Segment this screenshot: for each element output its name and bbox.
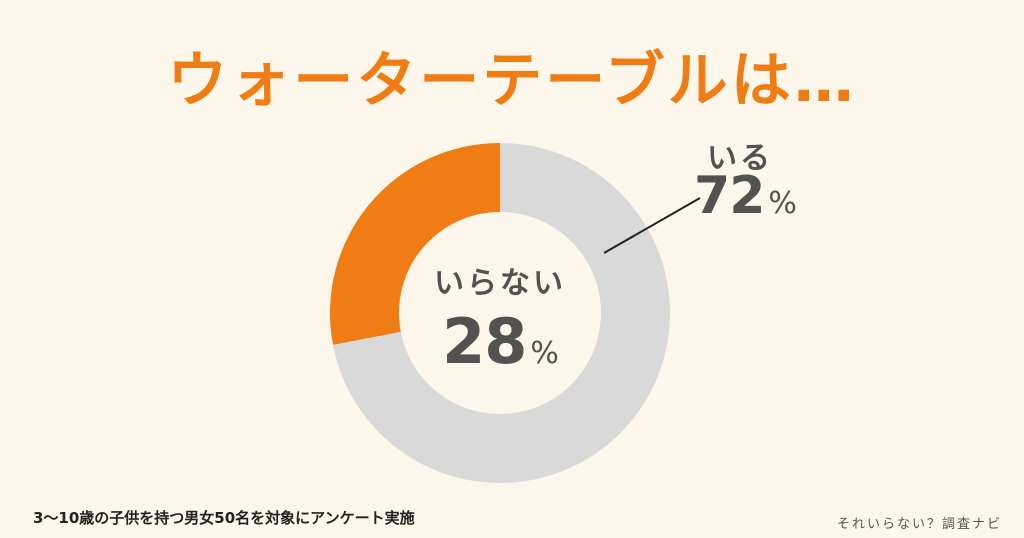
- label-yes-number: 72: [694, 166, 765, 226]
- label-no-name: いらない: [434, 266, 566, 301]
- label-yes-value: 72%: [690, 166, 800, 226]
- label-yes-unit: %: [768, 186, 796, 221]
- donut-slice-no: [330, 143, 500, 345]
- leader-line: [603, 197, 701, 254]
- label-yes-name: いる: [707, 141, 773, 176]
- donut-slices: [330, 143, 670, 484]
- brand-credit: それいらない？調査ナビ: [836, 517, 1002, 532]
- survey-footnote: 3〜10歳の子供を持つ男女50名を対象にアンケート実施: [33, 509, 415, 527]
- label-no-value: 28%: [400, 305, 600, 378]
- chart-title: ウォーターテーブルは…: [167, 46, 857, 116]
- donut-slice-yes: [333, 143, 670, 484]
- label-no-unit: %: [530, 336, 558, 371]
- label-no-number: 28: [442, 305, 527, 378]
